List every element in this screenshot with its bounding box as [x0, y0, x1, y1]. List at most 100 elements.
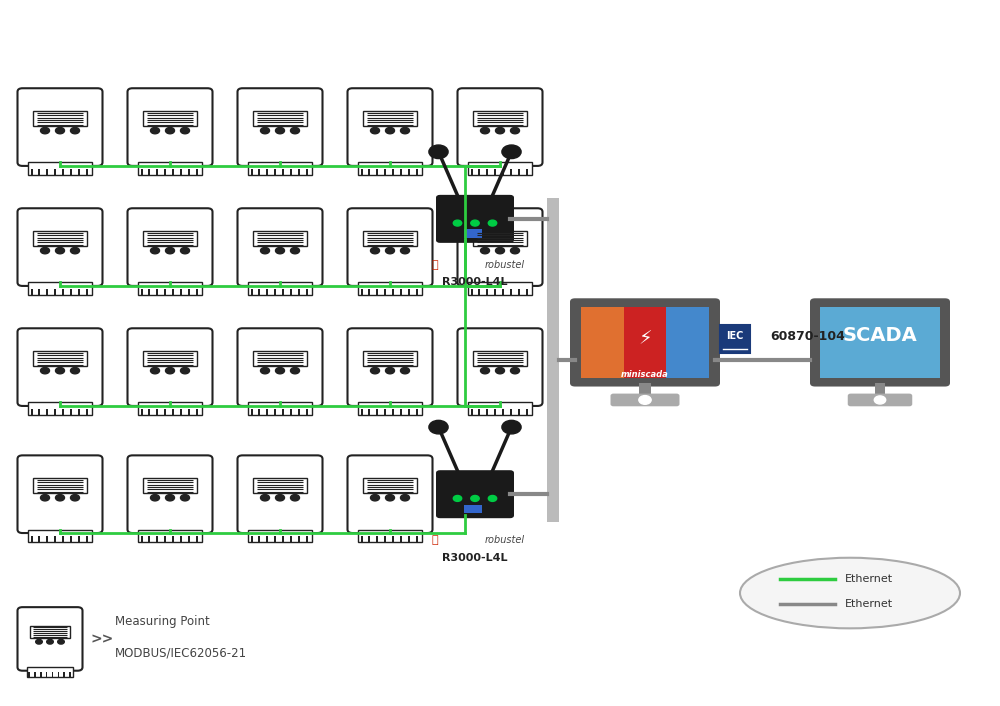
Circle shape — [874, 396, 886, 404]
Text: IEC: IEC — [726, 331, 744, 341]
Bar — [502, 289, 504, 295]
Circle shape — [56, 127, 64, 134]
Bar — [38, 536, 40, 542]
Bar — [363, 351, 417, 366]
Bar — [358, 402, 422, 415]
Circle shape — [291, 127, 300, 134]
Bar — [464, 229, 482, 238]
Bar — [156, 409, 158, 415]
Circle shape — [291, 367, 300, 374]
Bar — [274, 169, 276, 175]
Bar — [400, 536, 402, 542]
Bar — [384, 409, 386, 415]
Circle shape — [496, 247, 505, 254]
Circle shape — [260, 247, 270, 254]
Bar — [473, 111, 527, 126]
Bar — [363, 111, 417, 126]
Text: >>: >> — [90, 632, 113, 646]
Bar — [70, 169, 72, 175]
Circle shape — [370, 127, 380, 134]
Bar — [62, 169, 64, 175]
Bar — [266, 536, 268, 542]
Bar — [70, 536, 72, 542]
Circle shape — [511, 367, 520, 374]
Bar — [416, 169, 418, 175]
Bar — [274, 409, 276, 415]
Circle shape — [181, 494, 190, 501]
Bar — [28, 402, 92, 415]
Bar — [86, 409, 88, 415]
Bar — [408, 536, 410, 542]
Circle shape — [276, 494, 285, 501]
Circle shape — [502, 420, 521, 434]
Bar — [266, 409, 268, 415]
Circle shape — [181, 367, 190, 374]
Bar — [258, 536, 260, 542]
Text: MODBUS/IEC62056-21: MODBUS/IEC62056-21 — [115, 647, 247, 659]
Text: Ethernet: Ethernet — [845, 599, 893, 609]
Bar — [384, 169, 386, 175]
Bar — [248, 162, 312, 175]
Bar — [384, 289, 386, 295]
Bar — [34, 672, 36, 677]
FancyBboxPatch shape — [17, 455, 103, 533]
Bar — [143, 351, 197, 366]
Bar — [40, 672, 42, 677]
Circle shape — [511, 127, 520, 134]
Bar — [78, 289, 80, 295]
Bar — [518, 409, 520, 415]
Bar — [368, 536, 370, 542]
Bar — [494, 409, 496, 415]
Bar — [33, 231, 87, 246]
Bar — [306, 409, 308, 415]
Bar — [86, 289, 88, 295]
Circle shape — [429, 420, 448, 434]
Text: robustel: robustel — [485, 535, 525, 545]
Bar — [156, 289, 158, 295]
Circle shape — [400, 494, 410, 501]
Circle shape — [276, 367, 285, 374]
Circle shape — [260, 127, 270, 134]
FancyBboxPatch shape — [128, 328, 212, 406]
Bar — [468, 402, 532, 415]
Bar — [486, 409, 488, 415]
Bar — [251, 409, 253, 415]
Circle shape — [370, 247, 380, 254]
Circle shape — [40, 127, 50, 134]
Bar — [384, 536, 386, 542]
Circle shape — [639, 395, 651, 405]
Circle shape — [453, 220, 462, 226]
Ellipse shape — [740, 558, 960, 628]
FancyBboxPatch shape — [238, 455, 322, 533]
Bar — [143, 111, 197, 126]
Circle shape — [166, 367, 175, 374]
Bar — [361, 536, 363, 542]
Bar — [274, 536, 276, 542]
Circle shape — [386, 494, 394, 501]
Bar — [518, 289, 520, 295]
Bar — [471, 289, 473, 295]
Bar — [31, 536, 33, 542]
Circle shape — [40, 247, 50, 254]
Bar — [464, 505, 482, 513]
Bar — [172, 289, 174, 295]
Circle shape — [58, 640, 64, 644]
Bar — [196, 289, 198, 295]
Bar — [138, 282, 202, 295]
Bar — [31, 289, 33, 295]
Text: ⚡: ⚡ — [638, 330, 652, 348]
Bar — [33, 478, 87, 493]
Bar — [494, 289, 496, 295]
Bar — [400, 409, 402, 415]
Circle shape — [40, 367, 50, 374]
Bar — [518, 169, 520, 175]
Bar — [30, 626, 70, 638]
Bar — [510, 169, 512, 175]
Bar — [581, 306, 624, 378]
Bar — [180, 536, 182, 542]
Circle shape — [511, 247, 520, 254]
Bar — [172, 409, 174, 415]
FancyBboxPatch shape — [348, 328, 432, 406]
Bar — [164, 289, 166, 295]
Bar — [78, 169, 80, 175]
